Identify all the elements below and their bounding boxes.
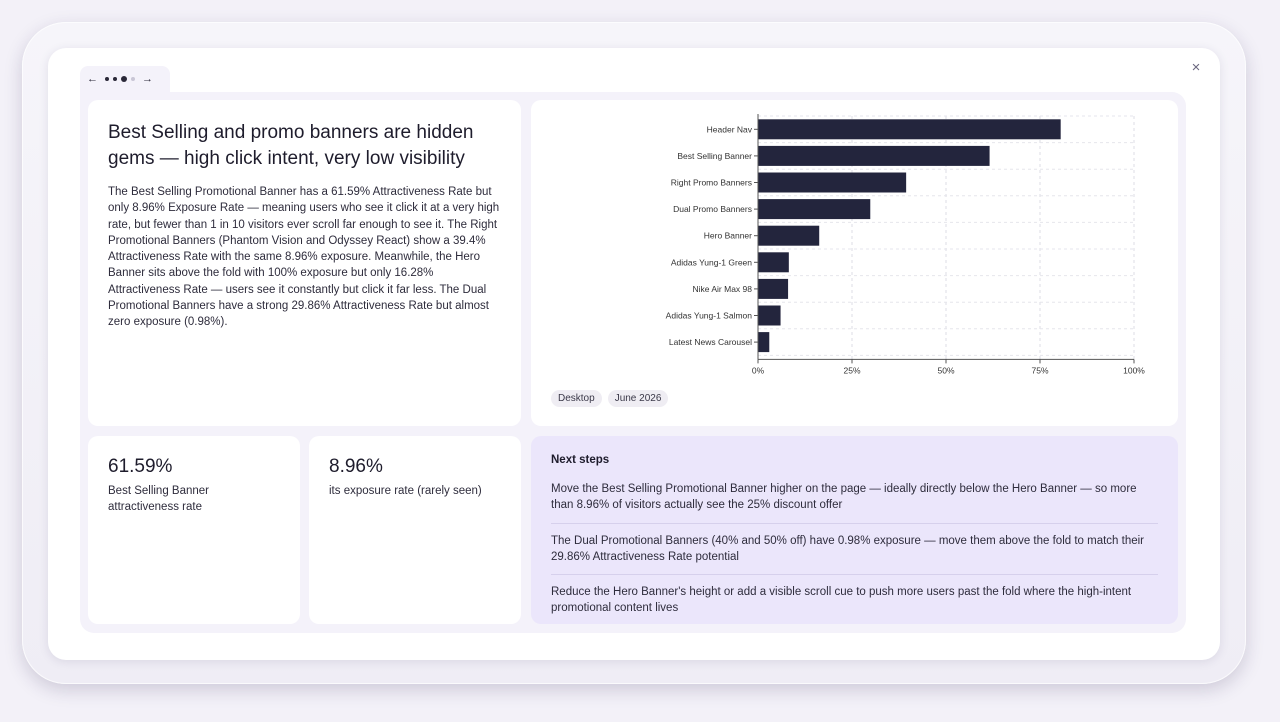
slide-navigation: ← → (80, 66, 170, 92)
next-steps-title: Next steps (551, 454, 610, 466)
close-button[interactable]: × (1191, 59, 1201, 76)
insight-modal: × ← → Best Selling and promo banners are… (48, 48, 1220, 660)
slide-dots (105, 76, 135, 82)
chart-bar (758, 332, 770, 353)
bar-chart: Header Nav Best Selling Banner Right Promo… (666, 114, 1145, 375)
chart-bar (758, 145, 990, 166)
next-step-item: Reduce the Hero Banner's height or add a… (551, 586, 1132, 615)
next-steps-list: Move the Best Selling Promotional Banner… (551, 472, 1158, 626)
chart-bar (758, 225, 820, 246)
x-tick-label: 0% (752, 365, 765, 375)
chart-tags: Desktop June 2026 (551, 390, 669, 407)
slide-stage: Best Selling and promo banners are hidde… (80, 92, 1186, 633)
chart-card: Header Nav Best Selling Banner Right Promo… (531, 100, 1178, 426)
chart-bar (758, 119, 1061, 140)
stat-card-attractiveness: 61.59% Best Selling Banner attractivenes… (88, 436, 300, 624)
next-step-item: Move the Best Selling Promotional Banner… (551, 472, 1158, 524)
slide-dot-active[interactable] (121, 76, 127, 82)
stat-label: its exposure rate (rarely seen) (329, 485, 482, 497)
y-tick-label: Adidas Yung-1 Salmon (666, 311, 753, 321)
arrow-right-icon[interactable]: → (142, 73, 153, 85)
y-tick-label: Best Selling Banner (677, 151, 752, 161)
chart-bar (758, 252, 789, 273)
slide-dot[interactable] (131, 77, 135, 81)
date-tag: June 2026 (607, 390, 669, 407)
next-step-item: The Dual Promotional Banners (40% and 50… (551, 524, 1158, 576)
slide-dot[interactable] (105, 77, 109, 81)
y-tick-label: Hero Banner (704, 231, 752, 241)
slide-dot[interactable] (113, 77, 117, 81)
next-steps-panel: Next steps Move the Best Selling Promoti… (531, 436, 1178, 624)
y-tick-label: Right Promo Banners (671, 178, 752, 188)
y-tick-label: Adidas Yung-1 Green (671, 257, 752, 267)
x-tick-label: 75% (1031, 365, 1048, 375)
x-tick-label: 100% (1123, 365, 1145, 375)
y-tick-label: Header Nav (707, 124, 753, 134)
insight-card: Best Selling and promo banners are hidde… (88, 100, 521, 426)
arrow-left-icon[interactable]: ← (87, 73, 98, 85)
chart-bar (758, 199, 871, 220)
y-tick-label: Dual Promo Banners (673, 204, 752, 214)
insight-headline: Best Selling and promo banners are hidde… (108, 122, 474, 169)
x-tick-label: 50% (937, 365, 954, 375)
insight-body: The Best Selling Promotional Banner has … (108, 186, 500, 329)
device-tag: Desktop (551, 390, 602, 407)
chart-bar (758, 172, 907, 193)
chart-bar (758, 278, 789, 299)
stat-card-exposure: 8.96% its exposure rate (rarely seen) (309, 436, 521, 624)
stat-label: Best Selling Banner attractiveness rate (108, 485, 210, 513)
stat-value: 61.59% (108, 456, 173, 477)
stat-value: 8.96% (329, 456, 383, 477)
x-tick-label: 25% (843, 365, 860, 375)
y-tick-label: Latest News Carousel (669, 337, 752, 347)
chart-bar (758, 305, 781, 326)
y-tick-label: Nike Air Max 98 (692, 284, 752, 294)
